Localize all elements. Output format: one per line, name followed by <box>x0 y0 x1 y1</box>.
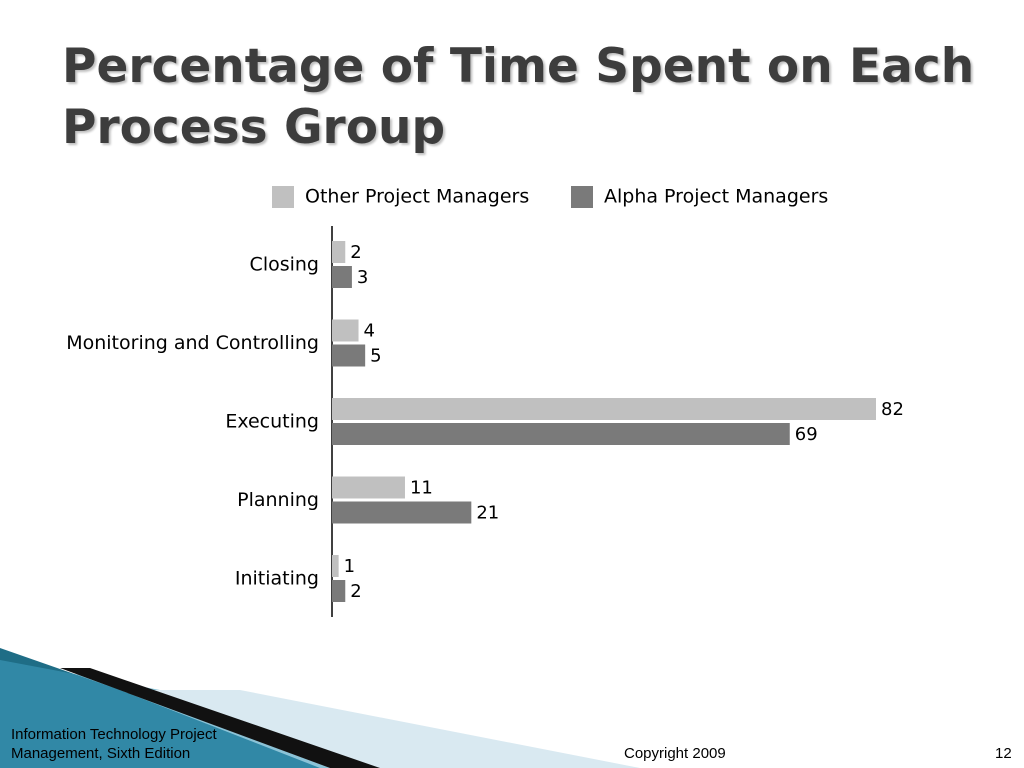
bar-alpha-project-managers-monitoring-and-controlling <box>332 344 366 367</box>
bar-alpha-project-managers-initiating <box>332 580 346 602</box>
value-label-other-project-managers-planning: 11 <box>410 478 433 499</box>
plot-area: Closing 2 3 Monitoring and Controlling 4 5 Exe… <box>66 226 904 617</box>
value-label-alpha-project-managers-executing: 69 <box>795 424 818 445</box>
category-label-closing: Closing <box>250 254 319 276</box>
value-label-alpha-project-managers-initiating: 2 <box>350 581 361 602</box>
bar-alpha-project-managers-closing <box>332 266 352 288</box>
slide-decoration <box>0 648 640 768</box>
category-label-initiating: Initiating <box>235 568 319 590</box>
bar-other-project-managers-planning <box>332 476 405 499</box>
value-label-other-project-managers-monitoring-and-controlling: 4 <box>364 321 375 342</box>
footer-book-title: Information Technology Project Managemen… <box>11 726 217 762</box>
legend-label-alpha-project-managers: Alpha Project Managers <box>604 186 828 208</box>
bar-alpha-project-managers-planning <box>332 501 472 524</box>
bar-alpha-project-managers-executing <box>332 423 790 445</box>
value-label-alpha-project-managers-monitoring-and-controlling: 5 <box>370 346 381 367</box>
decor-light-band <box>120 690 640 768</box>
footer-copyright: Copyright 2009 <box>624 745 726 762</box>
bar-other-project-managers-executing <box>332 398 876 420</box>
chart-legend: Other Project Managers Alpha Project Mana… <box>272 186 828 208</box>
category-label-executing: Executing <box>225 411 319 433</box>
slide-title: Percentage of Time Spent on Each Process… <box>62 39 975 155</box>
value-label-other-project-managers-initiating: 1 <box>344 556 355 577</box>
bar-other-project-managers-initiating <box>332 555 339 577</box>
value-label-alpha-project-managers-closing: 3 <box>357 267 368 288</box>
category-label-monitoring-and-controlling: Monitoring and Controlling <box>66 332 319 354</box>
bar-other-project-managers-monitoring-and-controlling <box>332 319 359 342</box>
legend-swatch-other-project-managers <box>272 186 294 208</box>
bar-other-project-managers-closing <box>332 241 346 263</box>
value-label-other-project-managers-executing: 82 <box>881 399 904 420</box>
decor-black-stripe <box>60 668 380 768</box>
page-number: 12 <box>995 745 1012 762</box>
value-label-other-project-managers-closing: 2 <box>350 242 361 263</box>
value-label-alpha-project-managers-planning: 21 <box>476 503 499 524</box>
legend-label-other-project-managers: Other Project Managers <box>305 186 529 208</box>
legend-swatch-alpha-project-managers <box>571 186 593 208</box>
category-label-planning: Planning <box>237 489 319 511</box>
